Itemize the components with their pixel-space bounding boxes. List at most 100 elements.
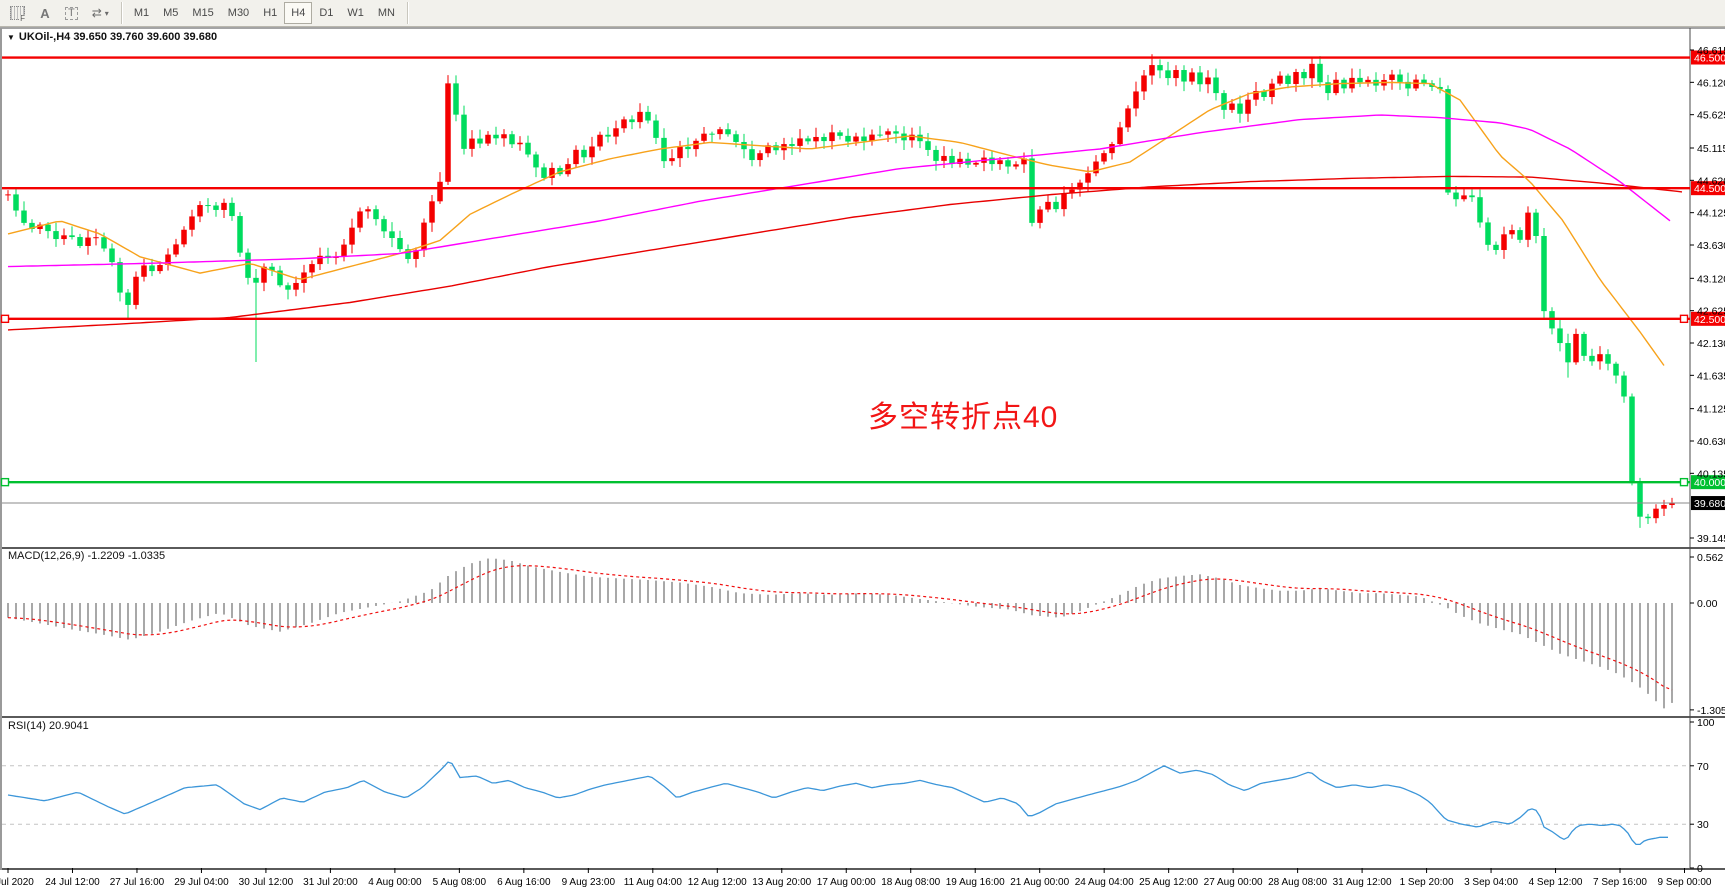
candle-body xyxy=(1101,153,1107,162)
candle-body xyxy=(85,237,91,246)
timeframe-button-M15[interactable]: M15 xyxy=(185,2,220,24)
candle-body xyxy=(1525,212,1531,240)
timeframe-button-D1[interactable]: D1 xyxy=(312,2,340,24)
price-axis-label: 45.625 xyxy=(1697,110,1725,122)
text-box-button[interactable]: T xyxy=(58,2,85,24)
candle-body xyxy=(709,133,715,135)
time-axis-label: 27 Jul 16:00 xyxy=(110,877,165,888)
candle-body xyxy=(941,155,947,161)
timeframe-button-M1[interactable]: M1 xyxy=(127,2,156,24)
candle-body xyxy=(749,149,755,161)
candle-body xyxy=(925,141,931,150)
candle-body xyxy=(757,153,763,161)
candle-body xyxy=(1253,90,1259,100)
hline-handle[interactable] xyxy=(1679,477,1689,487)
timeframe-button-M30[interactable]: M30 xyxy=(221,2,256,24)
current-price-tag xyxy=(1691,496,1725,511)
time-axis-label: 3 Sep 04:00 xyxy=(1464,877,1518,888)
grid-icon-sub-label: F xyxy=(20,14,25,23)
hline-handle[interactable] xyxy=(1679,314,1689,324)
candle-body xyxy=(909,134,915,141)
candle-body xyxy=(989,157,995,165)
candle-body xyxy=(461,114,467,149)
candle-body xyxy=(21,210,27,223)
candle-body xyxy=(413,250,419,259)
candle-body xyxy=(1581,333,1587,356)
timeframe-button-W1[interactable]: W1 xyxy=(340,2,371,24)
hline-price-tag xyxy=(1691,475,1725,490)
candle-body xyxy=(853,136,859,142)
price-axis-label: 43.630 xyxy=(1697,240,1725,252)
time-axis-label: 1 Sep 20:00 xyxy=(1400,877,1454,888)
candle-body xyxy=(1277,75,1283,84)
candle-body xyxy=(1589,355,1595,362)
candle-body xyxy=(1293,72,1299,84)
rsi-axis-label: 0 xyxy=(1697,863,1703,875)
candle-body xyxy=(5,194,11,196)
timeframe-button-H1[interactable]: H1 xyxy=(256,2,284,24)
cycle-arrows-icon: ⇄ xyxy=(91,6,102,20)
time-axis-label: 31 Jul 20:00 xyxy=(303,877,358,888)
candle-body xyxy=(197,205,203,217)
candle-body xyxy=(789,144,795,146)
time-axis-label: 29 Jul 04:00 xyxy=(174,877,229,888)
cycle-lines-button[interactable]: ⇄ ▾ xyxy=(85,2,116,24)
candle-body xyxy=(165,254,171,266)
timeframe-button-group: M1 M5 M15 M30 H1 H4 D1 W1 MN xyxy=(127,2,402,24)
time-axis-label: 24 Aug 04:00 xyxy=(1075,877,1134,888)
candle-body xyxy=(765,145,771,154)
time-axis-label: 17 Aug 00:00 xyxy=(817,877,876,888)
candle-body xyxy=(397,238,403,250)
rsi-panel-divider[interactable] xyxy=(0,716,1725,718)
candle-body xyxy=(301,272,307,283)
timeframe-button-MN[interactable]: MN xyxy=(371,2,402,24)
candle-body xyxy=(29,222,35,230)
timeframe-button-H4[interactable]: H4 xyxy=(284,2,313,24)
candle-body xyxy=(613,128,619,137)
ma-slow-line xyxy=(7,175,1683,331)
candle-body xyxy=(549,167,555,178)
time-axis-label: 6 Aug 16:00 xyxy=(497,877,551,888)
candle-body xyxy=(13,194,19,211)
time-axis-label: 19 Aug 16:00 xyxy=(946,877,1005,888)
candle-body xyxy=(133,276,139,305)
candle-body xyxy=(117,262,123,293)
candle-body xyxy=(485,134,491,144)
candle-body xyxy=(1013,164,1019,167)
candle-body xyxy=(125,292,131,305)
candle-body xyxy=(237,216,243,253)
price-axis-label: 40.135 xyxy=(1697,468,1725,480)
annotation-text[interactable]: 多空转折点40 xyxy=(868,401,1059,434)
macd-panel-divider[interactable] xyxy=(0,547,1725,549)
timeframe-button-M5[interactable]: M5 xyxy=(156,2,185,24)
candle-body xyxy=(317,255,323,265)
candle-body xyxy=(973,162,979,165)
candle-body xyxy=(741,141,747,150)
price-axis-label: 42.625 xyxy=(1697,306,1725,318)
candle-body xyxy=(141,265,147,277)
symbol-dropdown-icon[interactable]: ▼ xyxy=(7,32,15,42)
candle-body xyxy=(53,231,59,240)
hline-handle[interactable] xyxy=(0,314,10,324)
text-label-button[interactable]: A xyxy=(32,2,58,24)
candle-body xyxy=(725,129,731,135)
candle-body xyxy=(229,202,235,217)
candle-body xyxy=(621,119,627,129)
candle-body xyxy=(1485,222,1491,245)
hline-handle[interactable] xyxy=(0,477,10,487)
candle-body xyxy=(1541,235,1547,312)
candle-body xyxy=(997,160,1003,165)
macd-axis-label: 0.562 xyxy=(1697,552,1723,564)
candle-body xyxy=(509,134,515,145)
candle-body xyxy=(861,136,867,142)
time-axis-label: 4 Sep 12:00 xyxy=(1529,877,1583,888)
candle-body xyxy=(1045,201,1051,210)
candle-body xyxy=(221,202,227,210)
candle-body xyxy=(293,282,299,290)
candle-body xyxy=(1645,516,1651,519)
crosshair-grid-button[interactable]: F xyxy=(3,2,32,24)
candle-body xyxy=(349,227,355,245)
candle-body xyxy=(821,136,827,142)
grid-icon: F xyxy=(10,6,25,23)
candle-body xyxy=(917,134,923,142)
